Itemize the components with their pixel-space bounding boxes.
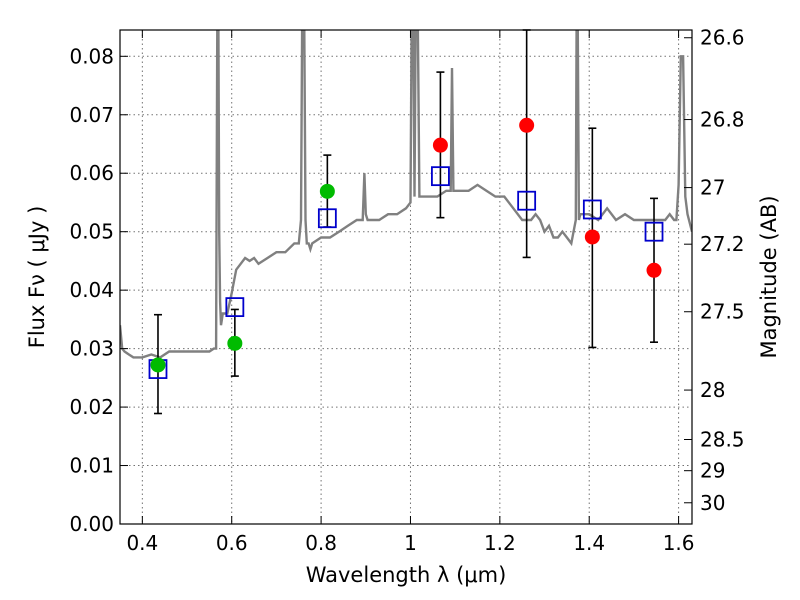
y2-tick-label: 26.8	[700, 108, 745, 132]
y-tick-label: 0.06	[69, 161, 114, 185]
x-tick-label: 0.8	[305, 531, 337, 555]
y2-tick-label: 27	[700, 176, 725, 200]
x-tick-label: 0.4	[126, 531, 158, 555]
x-tick-label: 1.6	[663, 531, 695, 555]
y2-tick-label: 26.6	[700, 26, 745, 50]
y-tick-label: 0.08	[69, 44, 114, 68]
x-tick-label: 0.6	[216, 531, 248, 555]
y-tick-label: 0.05	[69, 220, 114, 244]
y2-tick-label: 28.5	[700, 427, 745, 451]
y2-tick-label: 30	[700, 491, 725, 515]
plot-frame	[119, 29, 693, 525]
model-spectrum-line	[120, 30, 692, 359]
y-tick-label: 0.00	[69, 512, 114, 536]
axes: 0.4 0.6 0.8 1 1.2 1.4 1.6 0.00 0.01 0.02 0.03 0.04 0…	[69, 26, 744, 555]
model-flux-square	[431, 166, 450, 187]
observed-flux-point	[319, 183, 335, 199]
y2-tick-label: 28	[700, 378, 725, 402]
y2-tick-label: 27.2	[700, 232, 745, 256]
y2-axis-label: Magnitude (AB)	[757, 195, 781, 358]
y-tick-label: 0.03	[69, 337, 114, 361]
observed-flux-point	[432, 137, 448, 153]
plot-area	[120, 29, 692, 415]
x-axis-label: Wavelength λ (μm)	[306, 563, 507, 587]
observed-flux-point	[584, 229, 600, 245]
observed-flux-point	[150, 357, 166, 373]
grid-lines	[120, 30, 692, 525]
y2-tick-label: 27.5	[700, 300, 745, 324]
model-flux-square	[582, 199, 602, 220]
observed-flux-point	[227, 335, 243, 351]
x-tick-label: 1.2	[484, 531, 516, 555]
y-tick-label: 0.07	[69, 103, 114, 127]
y-axis-label: Flux Fν ( μJy )	[25, 206, 49, 349]
model-flux-square	[317, 208, 337, 229]
model-flux-square	[644, 221, 664, 242]
y-tick-label: 0.01	[69, 454, 114, 478]
model-flux-square	[225, 297, 245, 318]
model-flux-square	[517, 190, 537, 211]
y-tick-label: 0.04	[69, 278, 114, 302]
observed-flux-point	[646, 262, 662, 278]
y2-tick-label: 29	[700, 459, 725, 483]
x-tick-label: 1.4	[573, 531, 605, 555]
observed-flux-point	[519, 117, 535, 133]
x-tick-label: 1	[404, 531, 417, 555]
y-tick-label: 0.02	[69, 395, 114, 419]
